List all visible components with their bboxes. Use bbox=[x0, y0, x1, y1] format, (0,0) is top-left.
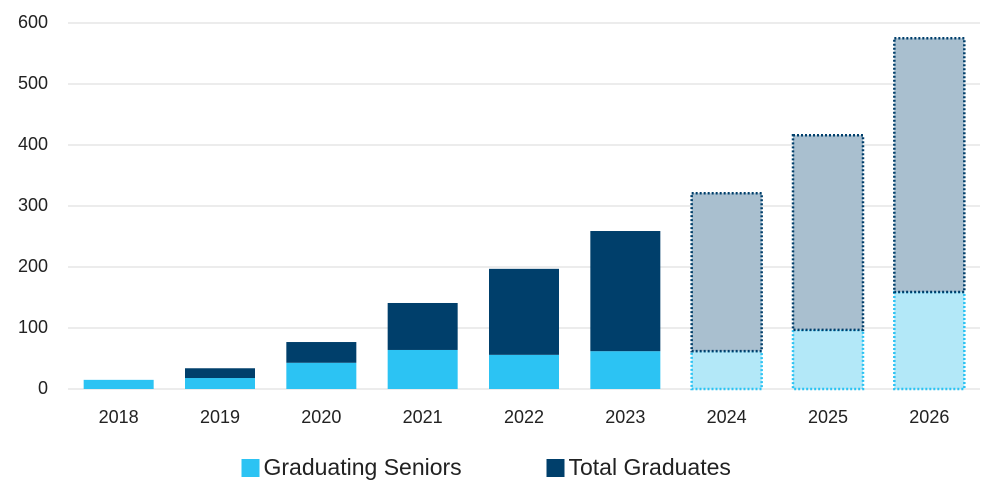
y-tick-label: 200 bbox=[18, 256, 48, 276]
bar-segment bbox=[590, 231, 661, 352]
legend-label: Graduating Seniors bbox=[264, 454, 462, 480]
bar-segment bbox=[590, 351, 661, 389]
x-tick-label: 2025 bbox=[808, 407, 848, 427]
bar-segment bbox=[893, 290, 966, 391]
x-tick-label: 2022 bbox=[504, 407, 544, 427]
legend-swatch bbox=[546, 459, 565, 477]
x-tick-label: 2018 bbox=[99, 407, 139, 427]
legend-swatch bbox=[241, 459, 260, 477]
bar-segment bbox=[489, 268, 559, 355]
bar-segment bbox=[387, 349, 458, 389]
y-tick-label: 400 bbox=[18, 134, 48, 154]
bar-segment bbox=[893, 37, 966, 294]
x-tick-label: 2019 bbox=[200, 407, 240, 427]
x-tick-label: 2021 bbox=[403, 407, 443, 427]
x-tick-label: 2020 bbox=[301, 407, 341, 427]
y-tick-label: 100 bbox=[18, 317, 48, 337]
bar-segment bbox=[690, 191, 763, 353]
bar-segment bbox=[286, 342, 357, 363]
bar-segment bbox=[791, 133, 865, 332]
bar-segment bbox=[83, 379, 154, 389]
x-tick-label: 2026 bbox=[909, 407, 949, 427]
y-tick-label: 500 bbox=[18, 73, 48, 93]
bar-segment bbox=[791, 328, 865, 391]
bar-segment bbox=[286, 362, 357, 389]
bar-segment bbox=[387, 302, 458, 350]
y-tick-label: 600 bbox=[18, 12, 48, 32]
bar-segment bbox=[690, 349, 763, 391]
bar-segment bbox=[489, 354, 559, 389]
x-tick-label: 2023 bbox=[605, 407, 645, 427]
bar-segment bbox=[185, 368, 255, 379]
y-tick-label: 300 bbox=[18, 195, 48, 215]
x-tick-label: 2024 bbox=[707, 407, 747, 427]
y-tick-label: 0 bbox=[38, 378, 48, 398]
bar-segment bbox=[185, 378, 255, 389]
legend-label: Total Graduates bbox=[569, 454, 731, 480]
